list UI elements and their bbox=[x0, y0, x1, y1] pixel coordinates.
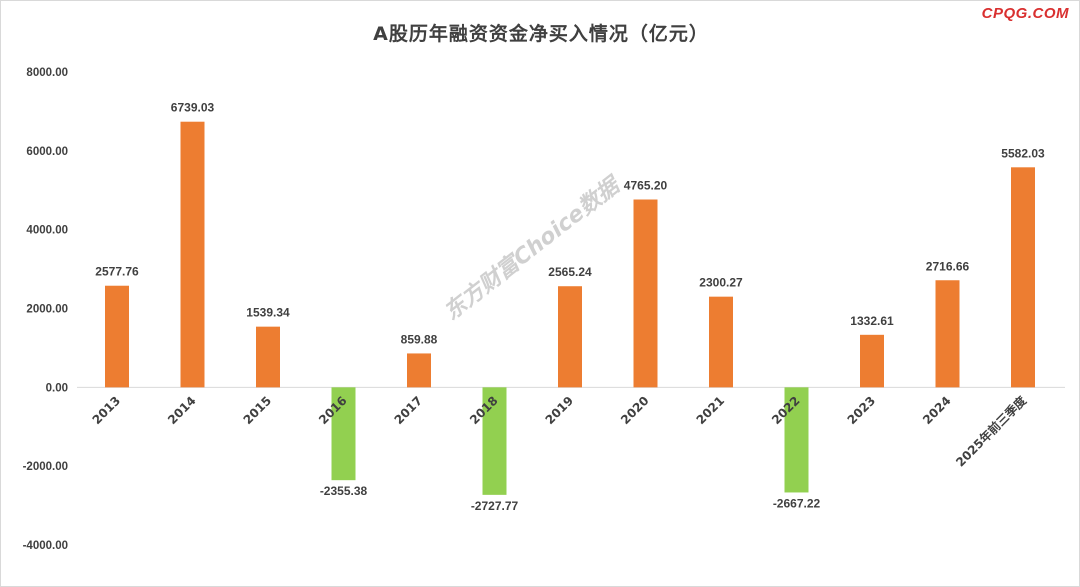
bar bbox=[558, 286, 582, 388]
data-label: -2355.38 bbox=[320, 484, 368, 498]
y-tick-label: 8000.00 bbox=[26, 67, 68, 79]
x-tick-label: 2015 bbox=[241, 394, 275, 428]
bar bbox=[180, 121, 205, 388]
y-tick-label: 0.00 bbox=[46, 382, 68, 394]
bar bbox=[1011, 167, 1035, 388]
data-label: 2300.27 bbox=[699, 276, 743, 290]
bar bbox=[860, 334, 884, 388]
data-label: -2727.77 bbox=[471, 499, 519, 513]
y-tick-label: 2000.00 bbox=[26, 304, 68, 316]
x-tick-label: 2017 bbox=[392, 394, 426, 428]
data-label: 859.88 bbox=[401, 332, 438, 346]
data-label: 6739.03 bbox=[171, 101, 215, 115]
bar bbox=[784, 387, 809, 493]
data-label: 1539.34 bbox=[246, 306, 290, 320]
x-tick-label: 2021 bbox=[694, 394, 728, 428]
brand-watermark: CPQG.COM bbox=[981, 5, 1069, 22]
x-tick-label: 2024 bbox=[920, 394, 954, 428]
x-tick-label: 2023 bbox=[845, 394, 879, 428]
data-label: 2716.66 bbox=[926, 259, 970, 273]
bar bbox=[935, 280, 960, 388]
data-label: -2667.22 bbox=[773, 496, 821, 510]
y-tick-label: 4000.00 bbox=[26, 225, 68, 237]
y-tick-label: -2000.00 bbox=[23, 461, 68, 473]
x-tick-label: 2020 bbox=[618, 394, 652, 428]
x-tick-label: 2013 bbox=[90, 394, 124, 428]
bar bbox=[105, 285, 129, 388]
x-tick-label: 2019 bbox=[543, 394, 577, 428]
bar bbox=[256, 326, 280, 388]
chart-title: A股历年融资资金净买入情况（亿元） bbox=[373, 23, 709, 45]
bar bbox=[709, 296, 733, 388]
x-tick-label: 2025年前三季度 bbox=[952, 392, 1029, 469]
data-label: 2577.76 bbox=[95, 265, 139, 279]
y-tick-label: -4000.00 bbox=[23, 540, 68, 552]
bar bbox=[482, 387, 507, 495]
x-tick-label: 2014 bbox=[165, 394, 199, 428]
data-label: 4765.20 bbox=[624, 179, 668, 193]
data-label: 1332.61 bbox=[850, 314, 894, 328]
data-label: 5582.03 bbox=[1001, 146, 1045, 160]
y-tick-label: 6000.00 bbox=[26, 146, 68, 158]
bar bbox=[407, 353, 431, 388]
bar bbox=[331, 387, 356, 481]
data-label: 2565.24 bbox=[548, 265, 592, 279]
bar bbox=[633, 199, 658, 388]
